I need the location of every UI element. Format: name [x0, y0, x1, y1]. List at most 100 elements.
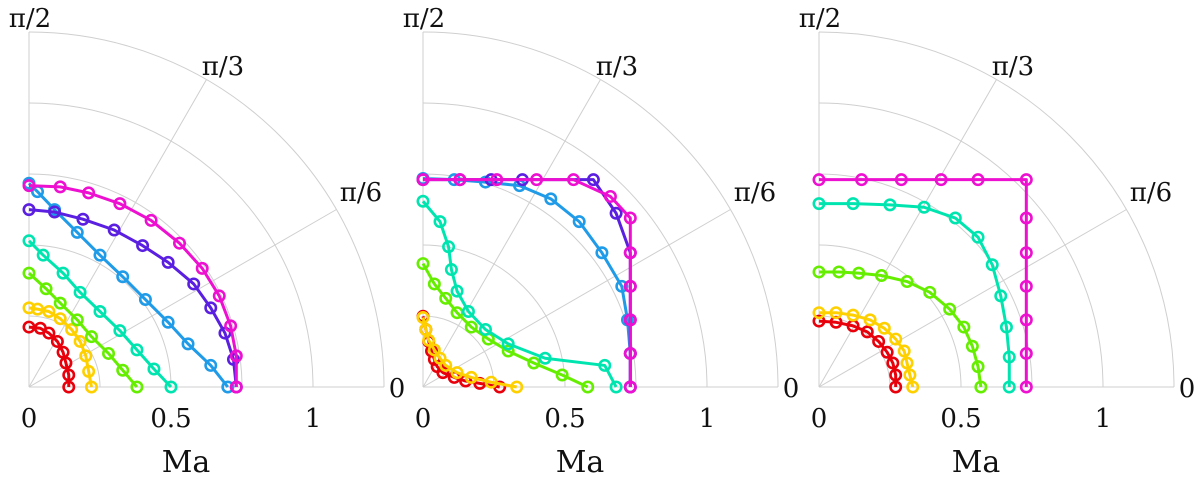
data-point — [48, 205, 62, 219]
data-point — [138, 293, 152, 307]
data-point — [965, 339, 979, 353]
grid-arc-5 — [422, 31, 779, 388]
data-point — [900, 356, 914, 370]
data-point — [56, 266, 70, 280]
series-7 — [416, 173, 637, 394]
data-point — [229, 349, 243, 363]
data-point — [889, 368, 903, 382]
data-point — [22, 203, 36, 217]
data-point — [130, 343, 144, 357]
series-2 — [812, 306, 920, 394]
data-point — [427, 277, 441, 291]
radial-tick-label: 1 — [699, 404, 716, 434]
series-line — [819, 202, 1011, 387]
radial-tick-label: 0 — [811, 404, 828, 434]
data-point — [501, 337, 515, 351]
data-point — [490, 173, 504, 187]
data-point — [204, 358, 218, 372]
data-point — [863, 313, 877, 327]
series-line — [27, 239, 173, 389]
data-point — [62, 368, 76, 382]
data-point — [416, 173, 430, 187]
data-point — [195, 261, 209, 275]
data-point — [484, 375, 498, 389]
data-point — [84, 330, 98, 344]
data-point — [948, 211, 962, 225]
polar-grid — [422, 31, 779, 388]
data-point — [872, 334, 886, 348]
series-line — [28, 208, 238, 388]
data-point — [113, 324, 127, 338]
data-point — [444, 263, 458, 277]
data-point — [1019, 246, 1033, 260]
series-line — [819, 270, 983, 388]
data-point — [1002, 380, 1016, 394]
data-point — [603, 189, 617, 203]
data-point — [889, 380, 903, 394]
data-point — [860, 325, 874, 339]
data-point — [877, 321, 891, 335]
data-point — [31, 302, 45, 316]
data-point — [442, 240, 456, 254]
data-point — [1019, 313, 1033, 327]
data-point — [812, 265, 826, 279]
data-point — [36, 248, 50, 262]
angle-tick-label: 0 — [389, 374, 406, 404]
data-point — [50, 334, 64, 348]
data-point — [586, 173, 600, 187]
data-point — [22, 234, 36, 248]
angle-tick-label: π/2 — [9, 4, 51, 34]
data-point — [164, 380, 178, 394]
polar-panel-3: 0 0.5 1 0 π/6 π/3 π/2 Ma — [799, 4, 1195, 480]
data-point — [572, 215, 586, 229]
data-point — [461, 305, 475, 319]
data-point — [846, 308, 860, 322]
data-point — [224, 319, 238, 333]
data-point — [161, 255, 175, 269]
data-point — [161, 315, 175, 329]
data-point — [883, 198, 897, 212]
series-line — [818, 319, 898, 387]
data-point — [829, 306, 843, 320]
data-point — [116, 363, 130, 377]
series-1 — [812, 314, 903, 394]
data-point — [971, 360, 985, 374]
data-point — [974, 380, 988, 394]
data-point — [623, 279, 637, 293]
data-point — [93, 248, 107, 262]
data-point — [994, 289, 1008, 303]
data-point — [73, 334, 87, 348]
angle-tick-label: π/6 — [340, 178, 382, 208]
data-point — [212, 289, 226, 303]
data-point — [464, 370, 478, 384]
series-line — [27, 182, 229, 388]
polar-grid — [28, 31, 385, 388]
data-point — [107, 223, 121, 237]
series-2 — [22, 301, 98, 394]
polar-panel-2: 0 0.5 1 0 π/6 π/3 π/2 Ma — [403, 4, 799, 480]
data-point — [855, 173, 869, 187]
data-point — [93, 305, 107, 319]
grid-arc-4 — [422, 102, 708, 388]
data-point — [130, 380, 144, 394]
data-point — [943, 302, 957, 316]
data-point — [623, 380, 637, 394]
data-point — [581, 380, 595, 394]
series-line — [28, 184, 238, 387]
radial-tick-label: 0 — [415, 404, 432, 434]
data-point — [22, 179, 36, 193]
data-point — [957, 320, 971, 334]
grid-spoke-3 — [422, 79, 601, 388]
data-point — [623, 313, 637, 327]
data-point — [530, 173, 544, 187]
data-point — [416, 257, 430, 271]
radial-tick-label: 0.5 — [940, 404, 981, 434]
data-point — [1002, 350, 1016, 364]
data-point — [136, 239, 150, 253]
x-axis-label: Ma — [556, 445, 605, 480]
data-point — [906, 380, 920, 394]
data-point — [82, 364, 96, 378]
data-point — [501, 344, 515, 358]
data-point — [79, 349, 93, 363]
data-point — [889, 332, 903, 346]
